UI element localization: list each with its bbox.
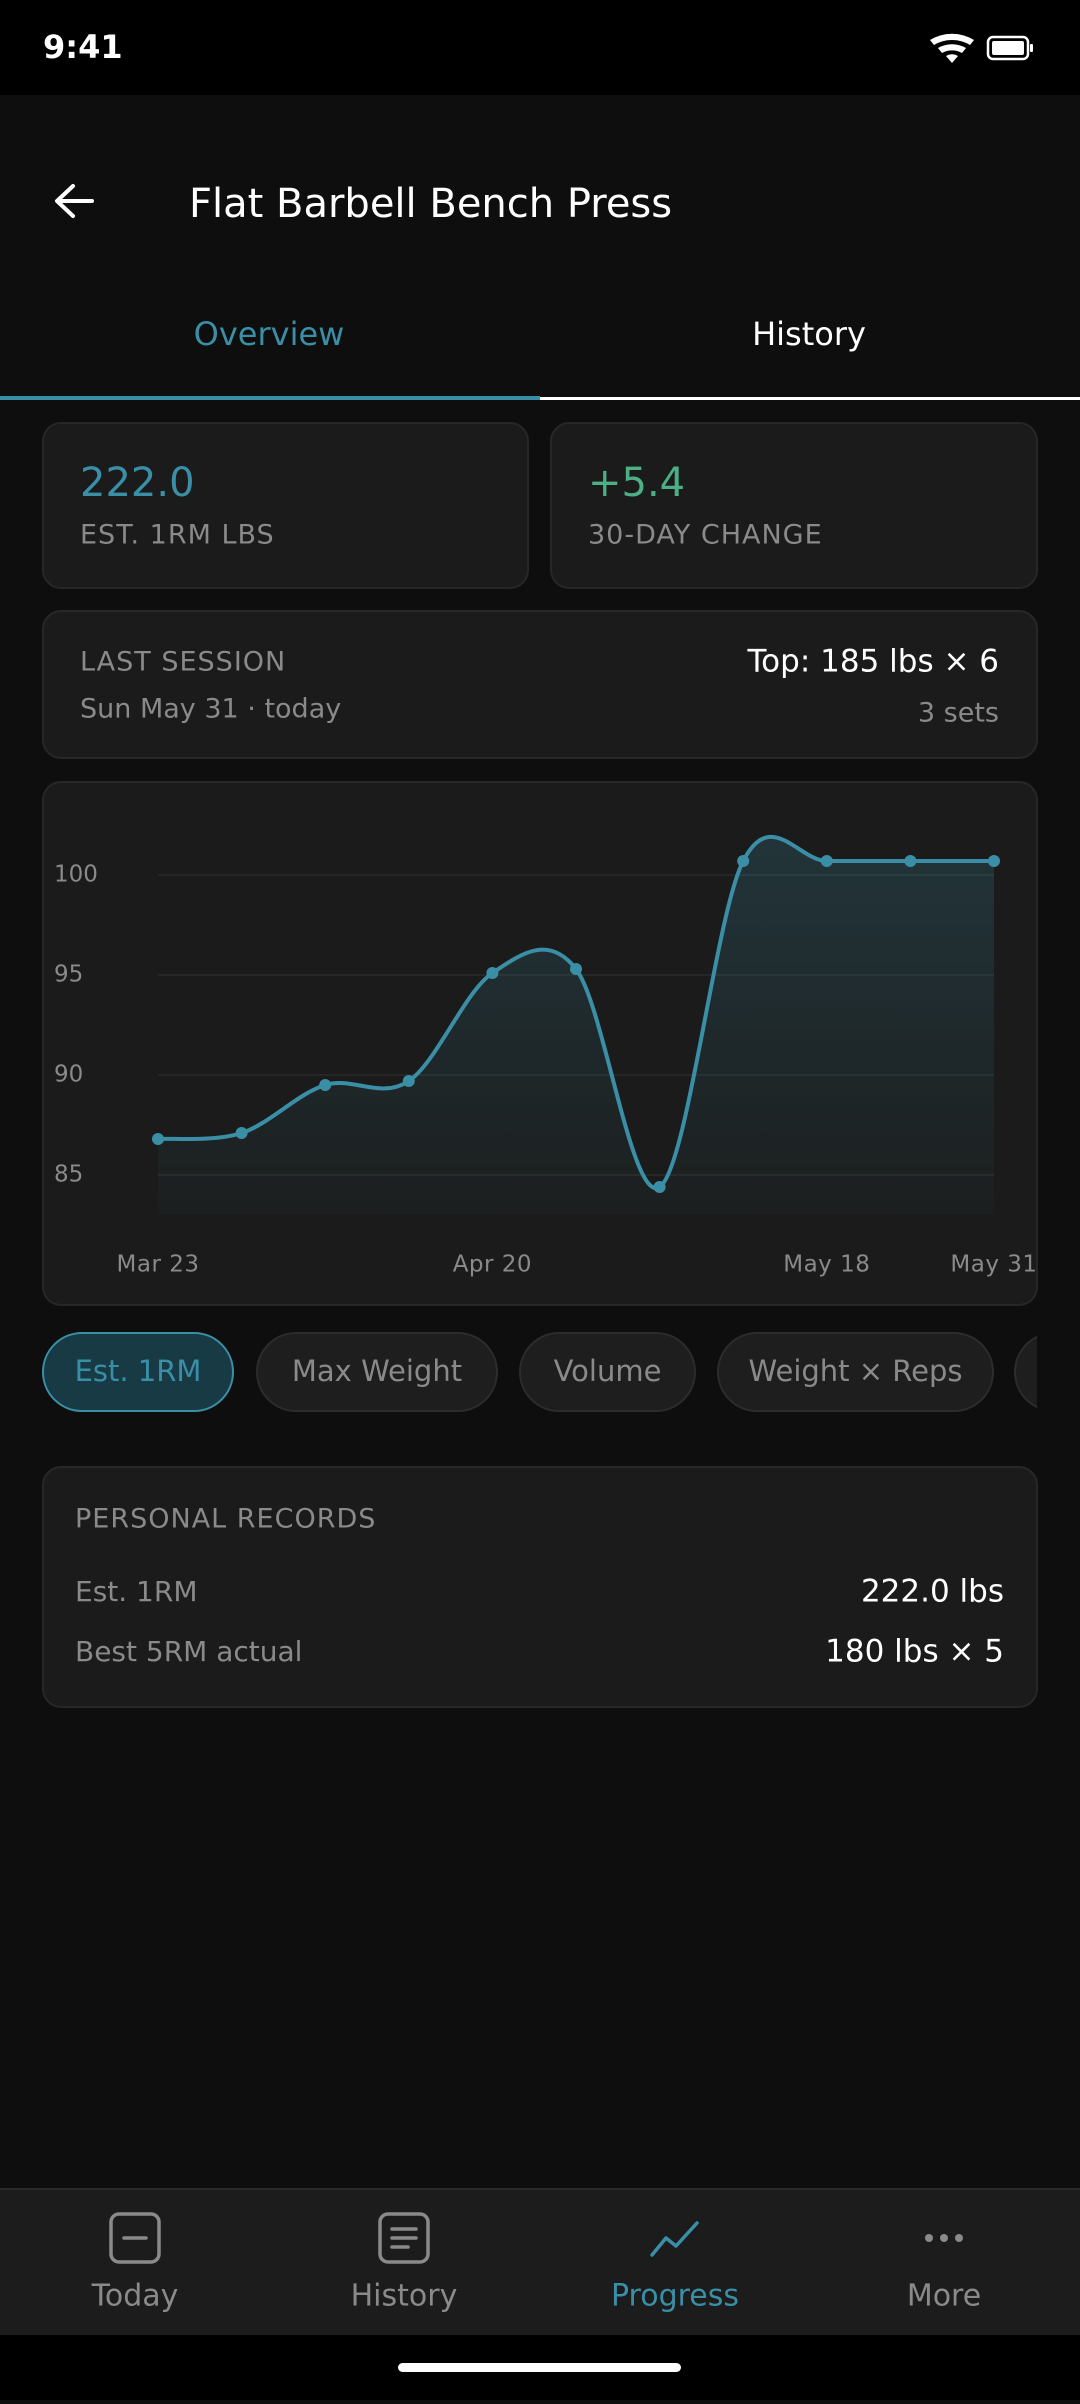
last-session-card[interactable] — [42, 610, 1038, 759]
session-date: Sun May 31 · today — [80, 694, 341, 725]
bottom-nav — [0, 2189, 1080, 2335]
nav-item[interactable]: Today — [91, 2279, 179, 2314]
stat-value: +5.4 — [588, 460, 685, 506]
record-value: 222.0 lbs — [861, 1574, 1004, 1610]
chip[interactable] — [256, 1332, 498, 1412]
session-sets: 3 sets — [918, 698, 999, 729]
nav-progress-icon — [650, 2221, 699, 2257]
x-tick-label: Mar 23 — [117, 1252, 200, 1278]
back-button[interactable] — [55, 184, 94, 218]
stat-label: EST. 1RM LBS — [80, 520, 275, 551]
records-card — [42, 1466, 1038, 1708]
nav-item[interactable]: History — [351, 2279, 458, 2314]
y-tick-label: 100 — [54, 862, 98, 888]
y-tick-label: 85 — [54, 1162, 83, 1188]
nav-history-icon — [378, 2212, 430, 2264]
x-tick-label: Apr 20 — [453, 1252, 532, 1278]
session-top: Top: 185 lbs × 6 — [747, 644, 999, 680]
point — [319, 1079, 332, 1091]
point — [152, 1133, 164, 1145]
y-tick-label: 90 — [54, 1062, 83, 1088]
chip[interactable] — [42, 1332, 234, 1412]
stat-card — [42, 422, 529, 589]
chip[interactable] — [1014, 1333, 1080, 1411]
record-value: 180 lbs × 5 — [825, 1634, 1004, 1670]
screen-title: Flat Barbell Bench Press — [189, 181, 672, 227]
record-label: Best 5RM actual — [75, 1635, 302, 1668]
tab-history[interactable]: History — [752, 315, 866, 353]
battery-icon — [986, 35, 1033, 61]
x-tick-label: May 18 — [783, 1252, 870, 1278]
chip-label[interactable]: Weight × Reps — [749, 1354, 963, 1388]
metric-chips: Est. 1RM Max Weight Volume Weight × Reps — [42, 1332, 1080, 1412]
x-tick-label: May 31 — [950, 1252, 1037, 1278]
chip-label[interactable]: Max Weight — [292, 1354, 462, 1388]
stat-card — [550, 422, 1038, 589]
point — [486, 967, 499, 979]
records-title: PERSONAL RECORDS — [75, 1504, 376, 1535]
session-label: LAST SESSION — [80, 647, 286, 678]
point — [570, 963, 582, 975]
stat-label: 30-DAY CHANGE — [588, 520, 823, 551]
point — [820, 855, 833, 867]
wifi-icon — [930, 33, 974, 63]
tab-overview[interactable]: Overview — [194, 315, 345, 353]
nav-item[interactable]: Progress — [611, 2279, 739, 2314]
nav-today-icon — [109, 2212, 161, 2264]
point — [737, 855, 750, 867]
nav-more-icon — [925, 2234, 963, 2242]
chip-label[interactable]: Volume — [554, 1354, 662, 1388]
home-indicator — [398, 2363, 681, 2372]
y-tick-label: 95 — [54, 962, 83, 988]
status-bar — [0, 0, 1080, 95]
point — [904, 855, 917, 867]
record-label: Est. 1RM — [75, 1575, 198, 1608]
point — [402, 1075, 415, 1087]
chart: 85 90 95 100 Mar 23 Apr 20 May 18 May 31 — [54, 834, 1037, 1278]
nav-item[interactable]: More — [907, 2279, 981, 2314]
tab-divider — [540, 397, 1080, 400]
chip[interactable] — [717, 1332, 994, 1412]
stat-value: 222.0 — [80, 460, 195, 506]
chip-label[interactable]: Est. 1RM — [75, 1354, 202, 1388]
tab-indicator — [0, 396, 540, 400]
point — [653, 1181, 666, 1193]
point — [988, 855, 1000, 867]
point — [235, 1127, 248, 1139]
chip[interactable] — [519, 1332, 696, 1412]
area — [158, 836, 994, 1215]
status-time: 9:41 — [43, 28, 123, 66]
